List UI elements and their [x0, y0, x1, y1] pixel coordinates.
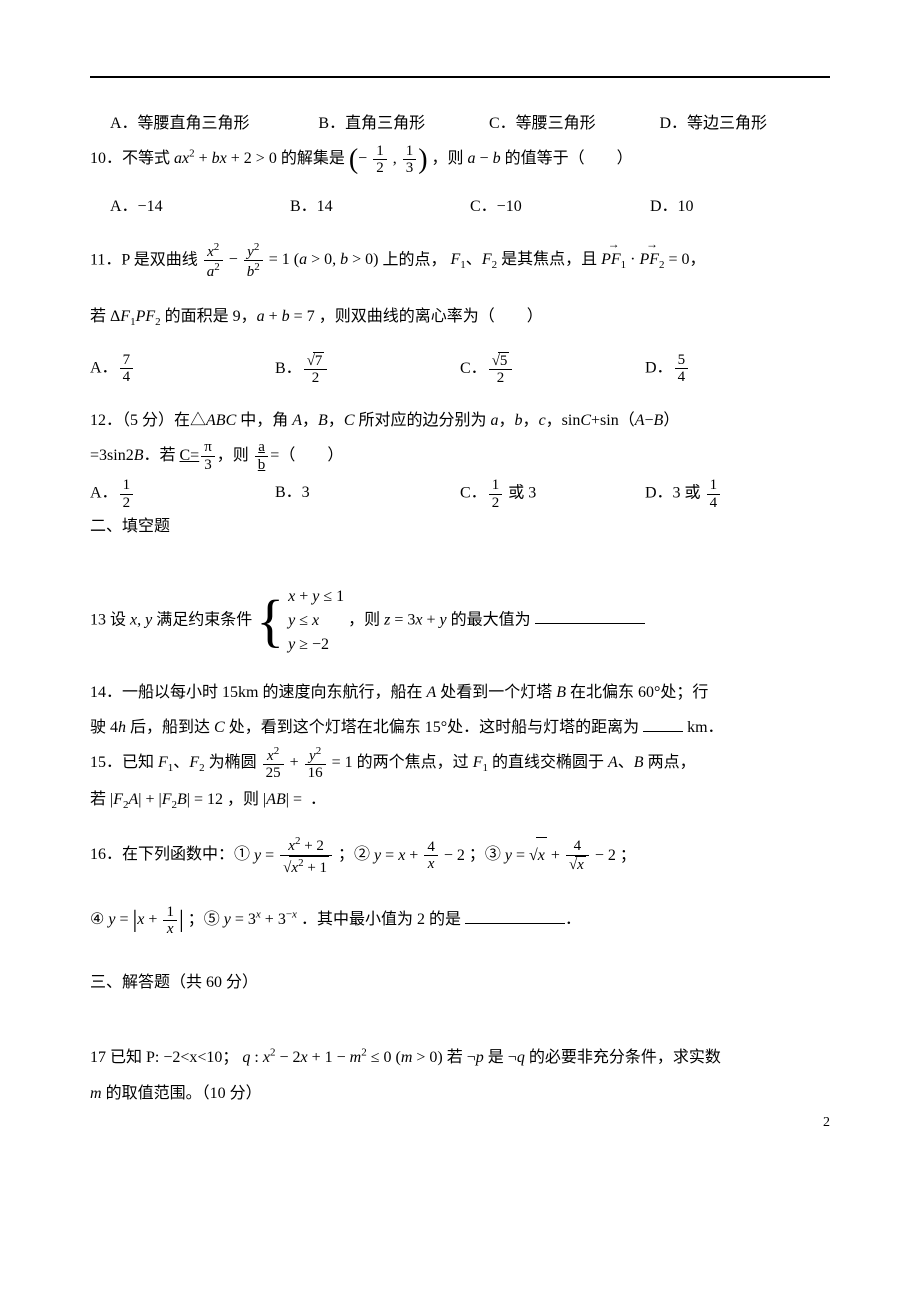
q13: 13 设 x, y 满足约束条件 { x + y ≤ 1 y ≤ x y ≥ −…: [90, 585, 830, 657]
q16-sep3: ；⑤: [188, 911, 224, 928]
q15-lead: 15．已知 F1、F2 为椭圆: [90, 754, 261, 771]
q15-line2-text: 若 |F2A| + |F2B| = 12 ，则 |AB| =: [90, 791, 302, 808]
q12-c: C．12 或 3: [460, 477, 645, 511]
q15-mid: 的两个焦点，过 F1 的直线交椭圆于 A、B 两点，: [357, 754, 696, 771]
q9-d: D．等边三角形: [659, 106, 830, 141]
q12-line2: =3sin2B．若 C=π3，则 ab=（ ）: [90, 438, 830, 473]
section2-title: 二、填空题: [90, 509, 830, 544]
q12-a: A．12: [90, 477, 275, 511]
q17-mid: 若 ¬p 是 ¬q 的必要非充分条件，求实数: [447, 1049, 721, 1066]
q13-blank: [535, 607, 645, 624]
q13-row1: y ≤ x: [288, 609, 344, 633]
q16-f3: y = √x + 4√x − 2 ；: [505, 847, 636, 864]
q16-l2lead: ④: [90, 911, 108, 928]
page-number: 2: [823, 1115, 830, 1131]
q17-line2: m 的取值范围。（10 分）: [90, 1076, 830, 1111]
q11-c: C．√52: [460, 352, 645, 387]
q14-line2-text: 驶 4h 后，船到达 C 处，看到这个灯塔在北偏东 15°处．这时船与灯塔的距离…: [90, 719, 643, 736]
q16-blank: [465, 907, 565, 924]
q12-line1: 12．（5 分）在△ABC 中，角 A，B，C 所对应的边分别为 a，b，c，s…: [90, 403, 830, 438]
section3-title: 三、解答题（共 60 分）: [90, 965, 830, 1000]
q16-f1: y = x2 + 2√x2 + 1: [254, 847, 334, 864]
q10-tail2: 的值等于（ ）: [505, 150, 633, 167]
q9-a: A．等腰直角三角形: [110, 106, 318, 141]
q13-row2: y ≥ −2: [288, 633, 344, 657]
q16-f5: y = 3x + 3−x: [224, 911, 297, 928]
q10-a: A．−14: [110, 191, 290, 223]
q10-stem: 10．不等式 ax2 + bx + 2 > 0 的解集是 (− 12 , 13)…: [90, 141, 830, 176]
q10-interval: (− 12 , 13): [349, 150, 428, 167]
q10-b: B．14: [290, 191, 470, 223]
q11-line1: 11．P 是双曲线 x2a2 − y2b2 = 1 (a > 0, b > 0)…: [90, 241, 830, 281]
q17-line1: 17 已知 P: −2<x<10； q : x2 − 2x + 1 − m2 ≤…: [90, 1040, 830, 1075]
q17-lead: 17 已知 P: −2<x<10；: [90, 1049, 238, 1066]
q15-line2: 若 |F2A| + |F2B| = 12 ，则 |AB| = ．: [90, 782, 830, 817]
q16-line2: ④ y = |x + 1x| ；⑤ y = 3x + 3−x ．其中最小值为 2…: [90, 894, 830, 947]
q16-f2: y = x + 4x − 2: [374, 847, 465, 864]
q12-b: B．3: [275, 477, 460, 511]
q16-sep1: ；②: [338, 847, 374, 864]
q15-line1: 15．已知 F1、F2 为椭圆 x225 + y216 = 1 的两个焦点，过 …: [90, 745, 830, 782]
q11-mid: 上的点，: [383, 251, 447, 268]
q13-row0: x + y ≤ 1: [288, 585, 344, 609]
q16-line1: 16．在下列函数中：① y = x2 + 2√x2 + 1 ；② y = x +…: [90, 835, 830, 876]
q9-c: C．等腰三角形: [489, 106, 660, 141]
q16-f4: y = |x + 1x|: [108, 911, 183, 928]
q9-b: B．直角三角形: [318, 106, 489, 141]
q14-unit: km．: [687, 719, 723, 736]
q17-q: q : x2 − 2x + 1 − m2 ≤ 0 (m > 0): [242, 1049, 442, 1066]
q11-line2: 若 ΔF1PF2 的面积是 9，a + b = 7 ，则双曲线的离心率为（ ）: [90, 299, 830, 334]
q11-a: A．74: [90, 352, 275, 387]
q16-lead: 16．在下列函数中：①: [90, 847, 254, 864]
q11-d: D．54: [645, 352, 830, 387]
q14-blank: [643, 715, 683, 732]
q10-choices: A．−14 B．14 C．−10 D．10: [90, 191, 830, 223]
q9-choices: A．等腰直角三角形 B．直角三角形 C．等腰三角形 D．等边三角形: [90, 106, 830, 141]
q10-d: D．10: [650, 191, 830, 223]
q11-choices: A．74 B．√72 C．√52 D．54: [90, 352, 830, 387]
q11-eq: x2a2 − y2b2 = 1 (a > 0, b > 0): [202, 251, 379, 268]
q10-tail: ，则: [432, 150, 468, 167]
q10-ab: a − b: [468, 150, 501, 167]
brace-icon: {: [256, 595, 284, 647]
q13-system: x + y ≤ 1 y ≤ x y ≥ −2: [288, 585, 344, 657]
q10-mid: 的解集是: [281, 150, 349, 167]
q11-lead: 11．P 是双曲线: [90, 251, 202, 268]
q11-foci: F1、F2 是其焦点，且: [451, 251, 602, 268]
q16-tail: ．其中最小值为 2 的是: [301, 911, 465, 928]
q10-expr: ax2 + bx + 2 > 0: [174, 150, 277, 167]
q13-lead: 13 设 x, y 满足约束条件: [90, 611, 256, 628]
q10-c: C．−10: [470, 191, 650, 223]
q13-tail: ，则 z = 3x + y 的最大值为: [348, 611, 535, 628]
q11-b: B．√72: [275, 352, 460, 387]
q16-sep2: ；③: [469, 847, 505, 864]
q14-line2: 驶 4h 后，船到达 C 处，看到这个灯塔在北偏东 15°处．这时船与灯塔的距离…: [90, 710, 830, 745]
q10-lead: 10．不等式: [90, 150, 174, 167]
q12-d: D．3 或 14: [645, 477, 830, 511]
q15-eq: x225 + y216 = 1: [261, 754, 353, 771]
q12-choices: A．12 B．3 C．12 或 3 D．3 或 14: [90, 477, 830, 511]
q11-dot: PF1 · PF2 = 0，: [601, 251, 705, 268]
q14-line1: 14．一船以每小时 15km 的速度向东航行，船在 A 处看到一个灯塔 B 在北…: [90, 675, 830, 710]
